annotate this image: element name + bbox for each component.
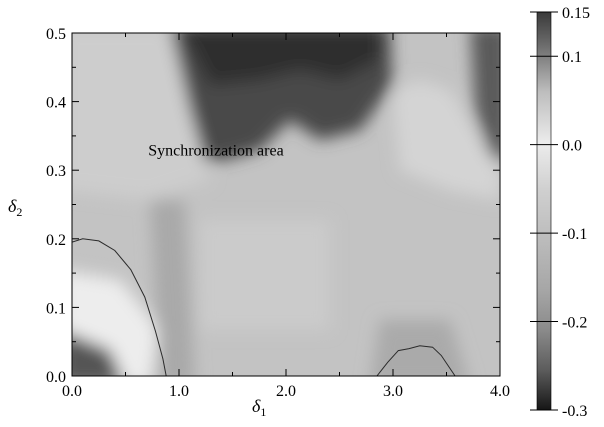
y-tick-label: 0.3	[46, 163, 66, 180]
x-tick-label: 2.0	[276, 383, 296, 400]
annotation-synchronization-area: Synchronization area	[148, 143, 284, 160]
colorbar-tick-label: -0.1	[562, 226, 587, 243]
x-tick-label: 1.0	[169, 383, 189, 400]
y-tick-label: 0.4	[46, 95, 66, 112]
colorbar-gradient	[536, 11, 552, 411]
x-tick-label: 0.0	[62, 383, 82, 400]
y-tick-label: 0.0	[46, 369, 66, 386]
colorbar-ticks: 0.15 0.1 0.0 -0.1 -0.2 -0.3	[530, 5, 590, 420]
colorbar: 0.15 0.1 0.0 -0.1 -0.2 -0.3	[530, 5, 590, 420]
x-tick-label: 4.0	[490, 383, 510, 400]
colorbar-tick-label: 0.15	[562, 5, 590, 22]
y-axis-label: δ2	[8, 196, 22, 219]
contour-right	[376, 345, 456, 376]
y-tick-label: 0.5	[46, 26, 66, 43]
y-tick-label: 0.2	[46, 232, 66, 249]
x-axis: 0.0 1.0 2.0 3.0 4.0	[62, 33, 510, 400]
y-axis-label-subscript: 2	[16, 205, 22, 219]
x-axis-label-subscript: 1	[260, 405, 266, 419]
y-axis: 0.0 0.1 0.2 0.3 0.4 0.5	[46, 26, 500, 386]
colorbar-tick-label: -0.3	[562, 403, 587, 420]
colorbar-tick-label: -0.2	[562, 315, 587, 332]
y-tick-label: 0.1	[46, 300, 66, 317]
heatmap-field	[72, 33, 500, 376]
contour-left	[72, 238, 167, 376]
contour-lines	[72, 238, 456, 376]
x-axis-label: δ1	[252, 396, 266, 419]
x-tick-label: 3.0	[383, 383, 403, 400]
colorbar-tick-label: 0.1	[562, 49, 582, 66]
colorbar-tick-label: 0.0	[562, 138, 582, 155]
